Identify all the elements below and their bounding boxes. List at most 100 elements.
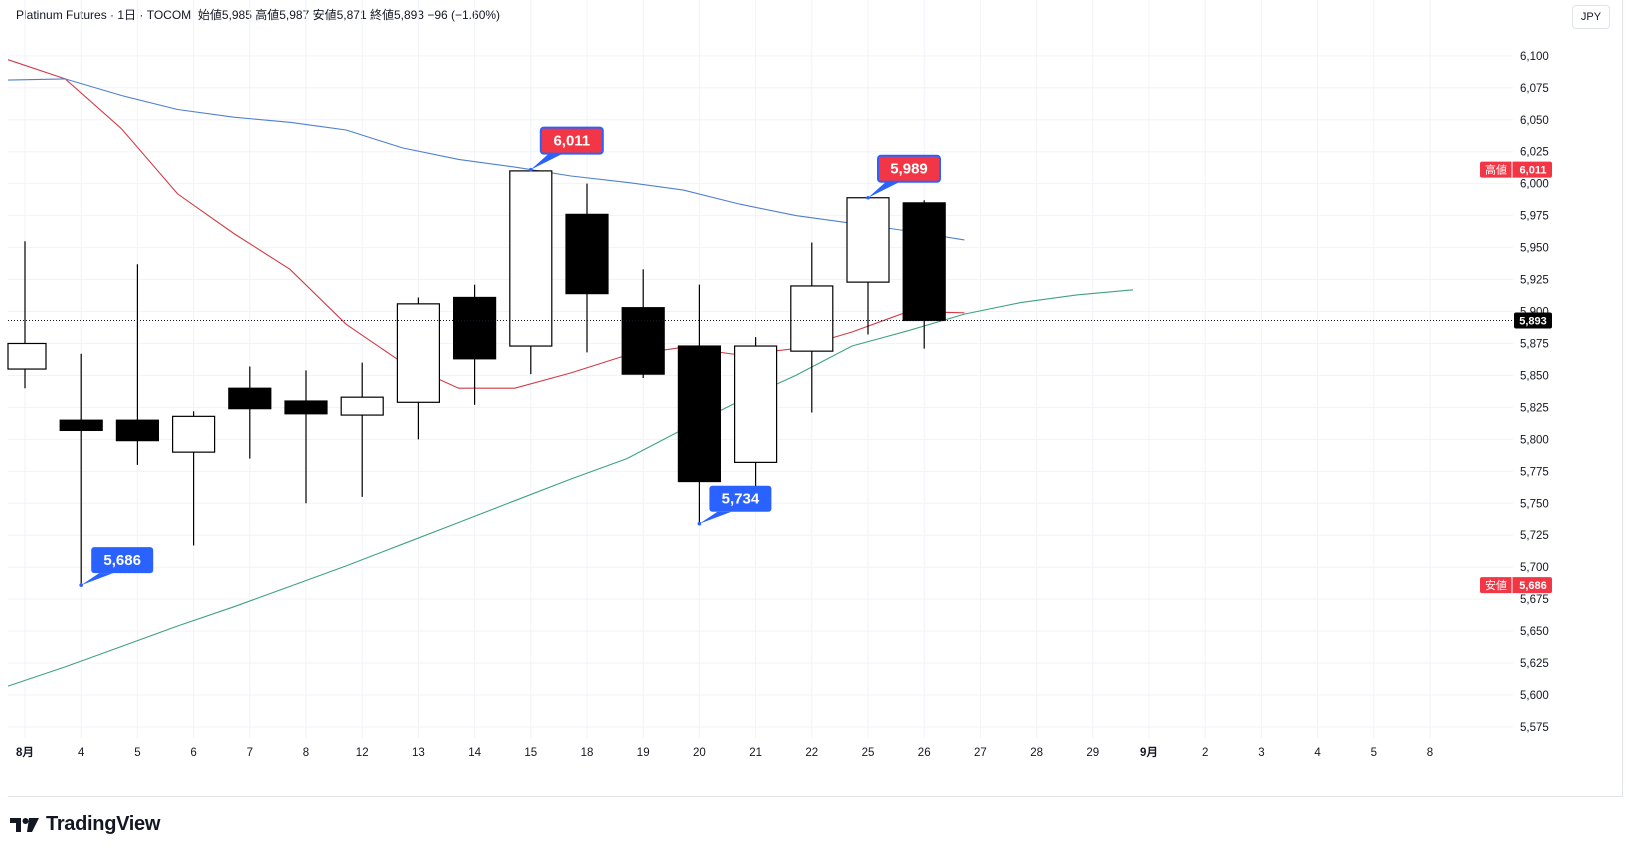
- price-tick-label: 5,725: [1520, 530, 1549, 542]
- symbol-header: Platinum Futures · 1日 · TOCOM 始値5,985 高値…: [16, 6, 500, 23]
- candle[interactable]: [7, 241, 47, 389]
- candle[interactable]: [846, 197, 890, 335]
- price-tick-label: 5,625: [1520, 658, 1549, 670]
- candle[interactable]: [228, 366, 272, 459]
- callout-pointer: [81, 573, 114, 586]
- header-separator: ·: [136, 8, 147, 22]
- candle-body: [115, 419, 160, 442]
- price-tick-label: 6,050: [1520, 115, 1549, 127]
- axis-tag: 高値 6,011: [1480, 161, 1552, 178]
- candle-body: [7, 342, 47, 370]
- time-tick-label: 4: [78, 747, 85, 759]
- callout-anchor-dot: [866, 195, 870, 200]
- low-price-callout: 5,734: [697, 485, 772, 526]
- price-tick-label: 6,075: [1520, 83, 1549, 95]
- callout-label: 5,989: [890, 161, 928, 178]
- axis-tag-background: [1480, 577, 1552, 594]
- callout-label: 5,686: [103, 552, 141, 569]
- callout-box: [877, 154, 941, 183]
- tradingview-logo[interactable]: TradingView: [10, 813, 160, 836]
- candle[interactable]: [396, 297, 440, 440]
- time-tick-label: 15: [524, 747, 537, 759]
- callout-box: [91, 547, 154, 574]
- price-tick-label: 5,650: [1520, 626, 1549, 638]
- time-tick-label: 22: [805, 747, 818, 759]
- symbol-name[interactable]: Platinum Futures: [16, 8, 107, 22]
- candle[interactable]: [733, 337, 778, 488]
- axis-tag-background: [1480, 161, 1552, 178]
- candle-body: [565, 213, 609, 295]
- price-tick-label: 6,000: [1520, 179, 1549, 191]
- callout-box: [709, 485, 772, 512]
- time-axis[interactable]: 8月 4 5 6 7 8 12 13 14 15 18 19 20 21 22 25 26 27 28 29 9月 2 3 4…: [16, 746, 1433, 759]
- time-tick-label: 21: [749, 747, 762, 759]
- axis-tag-value: 5,686: [1519, 580, 1547, 592]
- high-low-callouts: 6,011 5,989 5,686 5,734: [79, 126, 941, 587]
- candle-body: [733, 345, 778, 463]
- time-tick-label: 7: [247, 747, 253, 759]
- callout-anchor-dot: [529, 167, 533, 172]
- price-tick-label: 5,575: [1520, 722, 1549, 734]
- callout-pointer: [530, 153, 563, 170]
- price-axis[interactable]: 5,575 5,600 5,625 5,650 5,675 5,700 5,725 5,750…: [1520, 51, 1549, 734]
- candle[interactable]: [790, 242, 834, 413]
- candle-body: [621, 307, 665, 375]
- time-tick-label: 25: [862, 747, 875, 759]
- candle-body: [228, 387, 272, 410]
- candle-body: [59, 419, 103, 432]
- candle[interactable]: [284, 370, 328, 504]
- candle-body: [396, 303, 440, 403]
- candle[interactable]: [565, 183, 609, 353]
- candle[interactable]: [902, 200, 946, 349]
- interval-label[interactable]: 1日: [117, 8, 137, 22]
- price-tick-label: 5,875: [1520, 338, 1549, 350]
- callout-anchor-dot: [697, 521, 702, 526]
- candles[interactable]: [7, 169, 946, 586]
- candle[interactable]: [172, 411, 216, 546]
- axis-tag-value: 6,011: [1520, 165, 1547, 177]
- exchange-label: TOCOM: [146, 8, 192, 22]
- candle[interactable]: [621, 269, 665, 378]
- callout-pointer: [868, 181, 900, 198]
- time-tick-label: 19: [637, 747, 650, 759]
- price-tick-label: 5,950: [1520, 243, 1549, 255]
- price-tick-label: 5,775: [1520, 466, 1549, 478]
- price-tick-label: 5,750: [1520, 498, 1549, 510]
- candle-body: [846, 197, 890, 283]
- time-tick-label: 6: [190, 747, 196, 759]
- candle[interactable]: [59, 353, 103, 586]
- currency-button[interactable]: JPY: [1572, 5, 1610, 29]
- high-price-callout: 5,989: [866, 154, 941, 200]
- candle[interactable]: [115, 264, 160, 465]
- ohlc-values: 始値5,985 高値5,987 安値5,871 終値5,893 −96 (−1.…: [197, 8, 501, 22]
- candle-body: [509, 170, 553, 347]
- axis-tag-name: 安値: [1485, 578, 1507, 592]
- candle-body: [790, 285, 834, 352]
- price-tick-label: 5,675: [1520, 594, 1549, 606]
- time-tick-label: 27: [974, 747, 987, 759]
- callout-pointer: [699, 511, 732, 524]
- time-tick-label: 8: [303, 747, 309, 759]
- candle-body: [677, 345, 722, 483]
- price-tick-label: 5,825: [1520, 402, 1549, 414]
- candle[interactable]: [677, 284, 722, 524]
- price-tick-label: 5,800: [1520, 434, 1549, 446]
- candle-body: [902, 202, 946, 322]
- candle[interactable]: [453, 284, 497, 405]
- time-tick-label: 8月: [16, 746, 34, 759]
- price-tick-label: 6,100: [1520, 51, 1549, 63]
- time-tick-label: 3: [1258, 747, 1264, 759]
- price-tick-label: 5,600: [1520, 690, 1549, 702]
- candle[interactable]: [340, 362, 384, 497]
- time-tick-label: 28: [1030, 747, 1043, 759]
- chart-frame: [8, 0, 1623, 797]
- time-tick-label: 14: [468, 747, 481, 759]
- price-tick-label: 5,925: [1520, 275, 1549, 287]
- time-tick-label: 20: [693, 747, 706, 759]
- candle[interactable]: [509, 169, 553, 375]
- axis-tag-name: 高値: [1485, 163, 1507, 177]
- price-tick-label: 5,975: [1520, 211, 1549, 223]
- time-tick-label: 18: [581, 747, 594, 759]
- high-price-callout: 6,011: [529, 126, 604, 172]
